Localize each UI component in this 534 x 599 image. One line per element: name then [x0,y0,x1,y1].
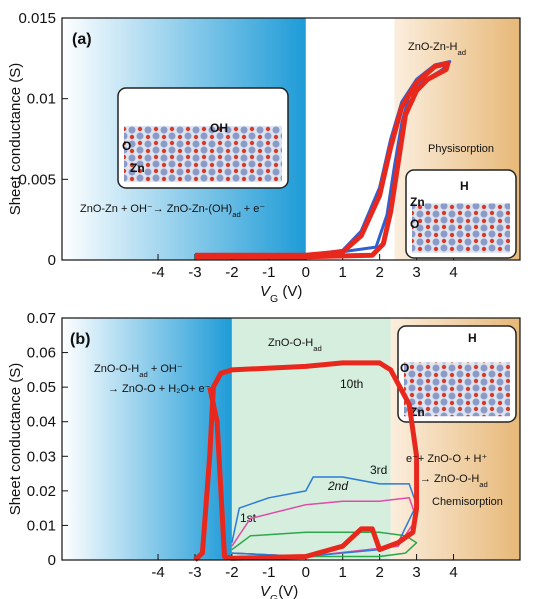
y-tick-label: 0.01 [27,91,56,108]
text-part: (a) [72,31,92,48]
text-part: ZnO-O-H [268,337,313,349]
annotation: Physisorption [428,143,494,155]
x-tick-label: -1 [262,264,275,281]
x-axis-label: VG (V) [260,283,302,305]
annotation: Chemisorption [432,496,503,508]
y-axis-label: Sheet conductance (S) [7,363,24,516]
annotation: → ZnO-O + H₂O+ e⁻ [108,383,211,395]
series-label: 2nd [327,479,348,493]
text-part: (V) [278,283,302,300]
panel: 0 0.005 0.01 0.015 -4 -3 -2 -1 0 1 2 3 4 OH O Zn H Zn O (a)… [7,10,520,305]
y-axis-label: Sheet conductance (S) [7,63,24,216]
inset-label: H [460,179,469,193]
text-part: + OH⁻ [148,363,183,375]
text-part: (b) [70,331,90,348]
x-tick-label: 1 [339,564,347,581]
text-part: ZnO-Zn + OH⁻→ ZnO-Zn-(OH) [80,203,232,215]
inset-label: Zn [410,195,425,209]
series-label: 10th [340,377,363,391]
y-tick-label: 0.03 [27,448,56,465]
y-tick-label: 0 [48,552,56,569]
y-tick-label: 0.06 [27,345,56,362]
x-axis-label: VG(V) [260,583,298,599]
y-tick-label: 0.04 [27,414,56,431]
inset-label: H [468,331,477,345]
x-tick-label: 4 [449,564,457,581]
x-tick-label: 4 [449,264,457,281]
x-tick-label: -3 [188,564,201,581]
annotation: e⁻+ ZnO-O + H⁺ [406,453,487,465]
x-tick-label: -4 [151,264,164,281]
x-tick-label: 3 [412,264,420,281]
x-tick-label: -4 [151,564,164,581]
crystal [124,126,282,182]
x-tick-label: 0 [302,564,310,581]
y-tick-label: 0.02 [27,483,56,500]
annotation: (a) [72,31,92,48]
text-part: ZnO-Zn-H [408,41,458,53]
figure: 00.0050.010.015-4-3-2-101234OHOZnHZnO(a)… [0,0,534,599]
y-tick-label: 0 [48,252,56,269]
text-part: ad [232,210,241,219]
inset-label: O [410,217,419,231]
text-part: G [270,593,278,599]
x-tick-label: 0 [302,264,310,281]
x-tick-label: 2 [375,564,383,581]
inset-label: Zn [130,161,145,175]
x-tick-label: 2 [375,264,383,281]
text-part: e⁻+ ZnO-O + H⁺ [406,453,487,465]
x-tick-label: -2 [225,264,238,281]
y-tick-label: 0.005 [18,171,56,188]
x-tick-label: -3 [188,264,201,281]
x-tick-label: -2 [225,564,238,581]
text-part: (V) [278,583,298,599]
text-part: → ZnO-O-H [420,473,479,485]
panel: 0 0.01 0.02 0.03 0.04 0.05 0.06 0.07 -4 -3 -2 -1 0 1 2… [7,310,520,599]
y-tick-label: 0.05 [27,379,56,396]
inset-label: O [122,139,131,153]
y-tick-label: 0.015 [18,10,56,27]
text-part: ad [313,344,322,353]
x-tick-label: 3 [412,564,420,581]
inset-label: OH [210,121,228,135]
crystal [412,203,510,252]
y-tick-label: 0.07 [27,310,56,327]
inset-label: O [400,361,409,375]
text-part: → ZnO-O + H₂O+ e⁻ [108,383,211,395]
annotation: (b) [70,331,90,348]
text-part: ad [479,480,488,489]
text-part: ZnO-O-H [94,363,139,375]
series-label: 3rd [370,463,387,477]
text-part: ad [139,370,148,379]
y-tick-label: 0.01 [27,517,56,534]
x-tick-label: 1 [339,264,347,281]
text-part: + e⁻ [241,203,266,215]
text-part: Chemisorption [432,496,503,508]
text-part: Physisorption [428,143,494,155]
text-part: G [270,293,278,305]
text-part: ad [458,48,467,57]
x-tick-label: -1 [262,564,275,581]
